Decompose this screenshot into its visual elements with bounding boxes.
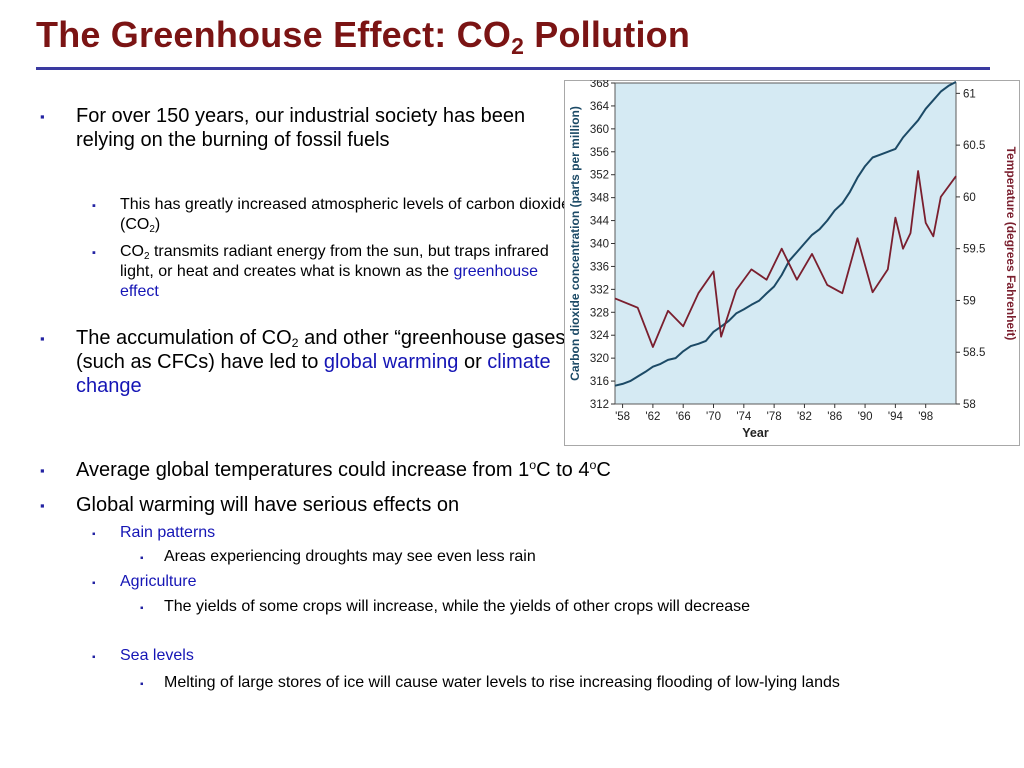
subsubbullet-droughts: ▪ Areas experiencing droughts may see ev… — [140, 545, 1004, 569]
x-tick-label: '58 — [615, 411, 630, 423]
y-right-tick-label: 61 — [963, 88, 976, 100]
bullet-marker: ▪ — [40, 498, 45, 513]
y-left-tick-label: 368 — [590, 80, 609, 90]
bullet-marker: ▪ — [40, 463, 45, 478]
bullet-marker: ▪ — [92, 529, 96, 540]
subbullet-sea-levels: ▪ Sea levels — [92, 644, 920, 668]
y-left-tick-label: 360 — [590, 124, 609, 136]
y-left-tick-label: 324 — [590, 330, 610, 342]
x-tick-label: '94 — [888, 411, 904, 423]
y-left-tick-label: 332 — [590, 284, 609, 296]
greenhouse-effect-link[interactable]: greenhouse effect — [120, 263, 539, 300]
co2-temperature-chart: 312 316 320 324 328 332 336 340 344 348 352 356 360 3… — [564, 80, 1020, 446]
y-right-tick-label: 59 — [963, 295, 976, 307]
x-tick-label: '82 — [797, 411, 812, 423]
y-right-tick-label: 60.5 — [963, 140, 985, 152]
y-left-tick-label: 340 — [590, 239, 609, 251]
bullet-marker: ▪ — [92, 652, 96, 663]
bullet-marker: ▪ — [140, 679, 144, 690]
x-axis-label: Year — [742, 426, 769, 440]
x-tick-label: '78 — [767, 411, 782, 423]
x-tick-label: '86 — [827, 411, 842, 423]
y-left-tick-label: 356 — [590, 147, 609, 159]
subsubbullet-crop-yields: ▪ The yields of some crops will increase… — [140, 596, 924, 618]
bullet-serious-effects: ▪ Global warming will have serious effec… — [40, 494, 460, 516]
bullet-fossil-fuels: ▪ For over 150 years, our industrial soc… — [40, 105, 526, 151]
title-divider — [36, 67, 990, 70]
subbullet-rain-patterns: ▪ Rain patterns — [92, 521, 920, 545]
y-left-tick-label: 344 — [590, 216, 610, 228]
x-tick-label: '66 — [676, 411, 691, 423]
y-left-tick-label: 320 — [590, 353, 609, 365]
bullet-greenhouse-gases: ▪ The accumulation of CO2 and other “gre… — [40, 327, 573, 397]
subbullet-co2-heat: ▪ CO2 transmits radiant energy from the … — [92, 243, 549, 300]
bullet-marker: ▪ — [92, 578, 96, 589]
bullet-marker: ▪ — [140, 603, 144, 614]
bullet-marker: ▪ — [40, 331, 45, 346]
x-tick-label: '70 — [706, 411, 721, 423]
bullet-marker: ▪ — [92, 200, 96, 212]
co2-series-line — [614, 81, 957, 387]
y-left-axis-label: Carbon dioxide concentration (parts per … — [568, 106, 582, 381]
y-right-axis-label: Temperature (degrees Fahrenheit) — [1004, 147, 1018, 341]
y-left-tick-label: 336 — [590, 261, 609, 273]
x-tick-label: '90 — [858, 411, 873, 423]
bullet-marker: ▪ — [40, 109, 45, 124]
y-left-tick-label: 328 — [590, 307, 609, 319]
plot-area — [614, 82, 957, 405]
y-left-tick-label: 316 — [590, 376, 609, 388]
y-right-tick-label: 60 — [963, 192, 976, 204]
bullet-marker: ▪ — [92, 247, 96, 259]
y-right-tick-label: 58.5 — [963, 347, 985, 359]
bullet-marker: ▪ — [140, 553, 144, 564]
global-warming-link[interactable]: global warming — [323, 351, 459, 373]
subbullet-co2-levels: ▪ This has greatly increased atmospheric… — [92, 196, 571, 235]
bullet-temperature-increase: ▪ Average global temperatures could incr… — [40, 458, 611, 481]
climate-change-link[interactable]: climate change — [76, 351, 551, 397]
x-tick-label: '98 — [918, 411, 933, 423]
subsubbullet-ice-melting: ▪ Melting of large stores of ice will ca… — [140, 670, 1004, 696]
y-left-tick-label: 352 — [590, 170, 609, 182]
y-left-tick-label: 312 — [590, 399, 609, 411]
x-tick-label: '74 — [736, 411, 752, 423]
y-left-tick-label: 364 — [590, 101, 610, 113]
y-right-tick-label: 59.5 — [963, 244, 985, 256]
slide-title: The Greenhouse Effect: CO2 Pollution — [36, 14, 691, 59]
y-right-tick-label: 58 — [963, 399, 976, 411]
subbullet-agriculture: ▪ Agriculture — [92, 570, 920, 594]
temperature-series-line — [614, 170, 957, 348]
y-left-tick-label: 348 — [590, 193, 609, 205]
x-tick-label: '62 — [645, 411, 660, 423]
